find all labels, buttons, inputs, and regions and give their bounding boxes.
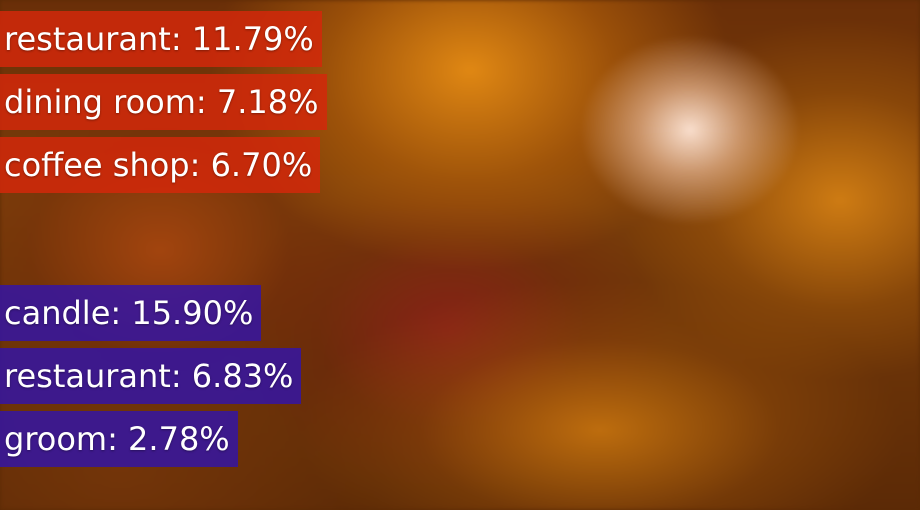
label-percent: 11.79% — [191, 20, 314, 58]
scene-label-1: restaurant: 11.79% — [0, 11, 322, 67]
object-label-2: restaurant: 6.83% — [0, 348, 302, 404]
object-label-1: candle: 15.90% — [0, 285, 262, 341]
label-percent: 7.18% — [216, 83, 319, 121]
label-percent: 15.90% — [131, 294, 254, 332]
label-name: coffee shop — [4, 146, 190, 184]
label-name: dining room — [4, 83, 196, 121]
label-name: restaurant — [4, 357, 171, 395]
label-name: restaurant — [4, 20, 171, 58]
scene-label-2: dining room: 7.18% — [0, 74, 327, 130]
scene-label-3: coffee shop: 6.70% — [0, 137, 321, 193]
label-percent: 2.78% — [128, 420, 230, 458]
label-percent: 6.83% — [191, 357, 294, 395]
label-percent: 6.70% — [210, 146, 313, 184]
label-name: candle — [4, 294, 111, 332]
object-label-3: groom: 2.78% — [0, 411, 238, 467]
scene-predictions: restaurant: 11.79% dining room: 7.18% co… — [0, 11, 327, 200]
label-name: groom — [4, 420, 108, 458]
object-predictions: candle: 15.90% restaurant: 6.83% groom: … — [0, 285, 302, 474]
